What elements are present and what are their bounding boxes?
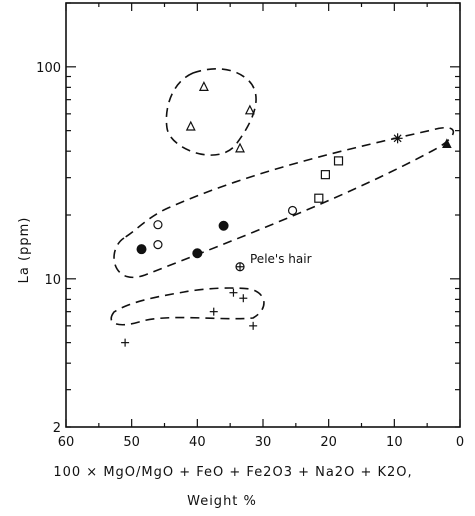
peles-hair-annotation: Pele's hair	[250, 252, 312, 266]
circle-filled-point	[136, 244, 147, 255]
x-tick-label: 20	[320, 435, 337, 450]
triangle-open-point	[185, 120, 196, 131]
x-tick-label: 30	[255, 435, 272, 450]
data-points	[121, 81, 452, 347]
main-trend-envelope	[113, 126, 454, 279]
square-open-point	[320, 170, 330, 180]
x-tick-label: 0	[456, 435, 464, 450]
x-tick-label: 60	[58, 435, 75, 450]
plus-group-envelope	[110, 287, 265, 326]
square-open-point	[333, 156, 344, 166]
plus-point	[249, 321, 258, 330]
triangle-filled-point	[442, 138, 452, 149]
circle-open-point	[153, 220, 163, 230]
triangle-open-point	[198, 81, 209, 91]
plus-point	[239, 294, 248, 303]
triangle-open-point	[244, 104, 255, 115]
y-tick-label: 100	[36, 61, 61, 76]
square-open-point	[314, 193, 324, 203]
triangle-open-point	[235, 142, 245, 153]
plus-point	[121, 338, 130, 347]
x-axis-title-line1: 100 × MgO/MgO + FeO + Fe2O3 + Na2O + K2O…	[53, 465, 412, 480]
plus-point	[209, 307, 218, 316]
x-tick-label: 40	[189, 435, 206, 450]
circle-cross-point	[235, 262, 245, 272]
asterisk-stroke	[393, 134, 402, 143]
asterisk-point	[392, 133, 403, 144]
triangle-group-envelope	[165, 68, 257, 156]
axis-ticks	[65, 2, 461, 428]
circle-filled-point	[218, 220, 229, 231]
circle-open-point	[153, 240, 163, 250]
circle-open-point	[287, 205, 298, 216]
group-envelopes	[110, 68, 454, 326]
y-axis-title: La (ppm)	[17, 217, 32, 284]
plus-point	[229, 288, 238, 297]
plot-frame	[65, 2, 461, 428]
circle-filled-point	[192, 248, 203, 259]
x-axis-title-line2: Weight %	[187, 494, 257, 509]
x-tick-label: 10	[386, 435, 403, 450]
y-tick-label: 2	[53, 421, 61, 436]
x-tick-label: 50	[123, 435, 140, 450]
y-tick-label: 10	[44, 273, 61, 288]
